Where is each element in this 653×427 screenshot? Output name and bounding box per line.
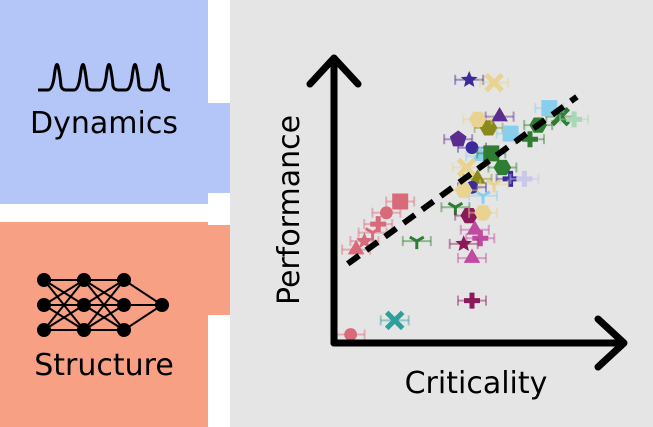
y-axis-label: Performance [272,115,307,305]
data-point [379,310,410,331]
scatter-points [335,71,590,341]
structure-panel [0,222,208,427]
data-point [559,111,590,128]
data-point [476,145,507,162]
data-point [462,111,493,128]
data-point [465,230,496,247]
data-point [371,206,402,220]
dynamics-panel [0,0,208,204]
y-axis-arrowhead [306,54,362,88]
structure-label: Structure [34,348,174,383]
data-point [479,72,510,93]
data-point [457,292,487,309]
data-point [479,179,510,193]
data-point [509,170,540,187]
data-point [454,71,485,87]
x-axis-label: Criticality [405,366,548,401]
data-point [454,207,485,224]
data-point [457,248,487,264]
data-point [357,227,388,241]
data-point [468,205,498,221]
data-point [448,235,479,252]
x-axis-arrowhead [594,315,628,371]
data-point [385,193,416,210]
trend-line [346,94,579,267]
data-point [451,157,482,178]
plot-panel [230,0,653,427]
dynamics-label: Dynamics [30,106,178,141]
data-point [401,235,432,250]
neural-network-icon [37,273,169,337]
data-point [487,159,518,176]
spike-train-icon [38,63,171,92]
